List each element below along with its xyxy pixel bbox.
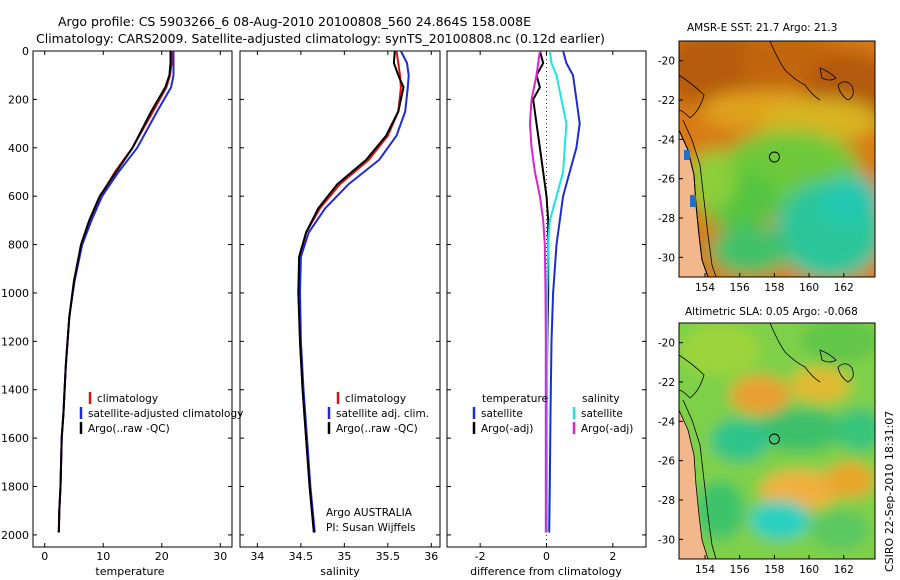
legend-label-sal-argo: Argo(-adj) [581,423,633,435]
x-tick-label: 35.5 [376,550,401,563]
x-tick-label: 162 [834,282,854,294]
y-tick-label: -26 [658,456,675,468]
x-tick-label: 20 [155,550,169,563]
legend-label-satellite-adj: satellite adj. clim. [336,408,429,420]
map-frame [678,40,876,278]
plot-frame [239,50,441,548]
sst-map [679,41,875,277]
y-tick-label: 1000 [1,287,29,300]
legend-label-satellite-adjusted: satellite-adjusted climatology [88,408,243,420]
y-tick-label: 800 [8,239,29,252]
y-tick-label: -20 [658,338,675,350]
x-tick-label: 162 [834,564,854,576]
x-tick-label: 34.5 [289,550,314,563]
sla-map [679,323,875,559]
sst-map-axes: 154 156 158 160 162 -20 -22 -24 -26 -28 -30 [658,40,876,294]
x-tick-label: 0 [543,550,550,563]
y-tick-label: -24 [658,134,675,146]
x-tick-label: 154 [695,282,715,294]
timestamp-stamp: CSIRO 22-Sep-2010 18:31:07 [883,411,896,572]
x-tick-label: 158 [764,282,784,294]
legend-label-sal-satellite: satellite [581,408,623,420]
difference-legend: temperature satellite Argo(-adj) salinit… [472,393,633,435]
x-tick-label: 34 [250,550,264,563]
x-tick-label: 160 [799,282,819,294]
y-tick-label: -22 [658,377,675,389]
x-tick-label: -2 [475,550,486,563]
y-tick-label: -24 [658,416,675,428]
plot-frame [32,50,233,548]
legend-title-temperature: temperature [482,393,548,405]
difference-panel: -2 0 2 difference from climatology [446,50,647,578]
y-tick-label: 600 [8,190,29,203]
legend-label-climatology: climatology [97,393,158,405]
temperature-panel: 0 200 400 600 800 1000 1200 1400 1600 1800 2000 0 10… [1,45,233,578]
salinity-panel: 34 34.5 35 35.5 36 salinity [239,50,441,578]
x-tick-label: 36 [424,550,438,563]
x-tick-label: 2 [609,550,616,563]
series-line-cyan [546,50,568,533]
x-tick-label: 156 [730,282,750,294]
x-tick-label: 0 [41,550,48,563]
y-tick-label: 1800 [1,481,29,494]
series-line-black [297,50,405,533]
sla-map-title: Altimetric SLA: 0.05 Argo: -0.068 [685,306,858,318]
annotation-pi: PI: Susan Wijffels [326,522,416,534]
y-tick-label: 400 [8,142,29,155]
series-line-blue [548,50,581,533]
x-tick-label: 158 [764,564,784,576]
x-tick-label: 10 [96,550,110,563]
x-tick-label: 156 [730,564,750,576]
y-tick-label: 1600 [1,432,29,445]
y-tick-label: 0 [22,45,29,58]
y-tick-label: 1400 [1,384,29,397]
header-line-2: Climatology: CARS2009. Satellite-adjuste… [36,31,605,46]
header-line-1: Argo profile: CS 5903266_6 08-Aug-2010 2… [58,14,531,29]
sla-map-axes: 154 156 158 160 162 -20 -22 -24 -26 -28 -30 [658,322,876,576]
argo-position-marker [768,151,780,163]
y-tick-label: 1200 [1,335,29,348]
x-tick-label: 35 [337,550,351,563]
legend-label-temp-satellite: satellite [481,408,523,420]
annotation-argo-australia: Argo AUSTRALIA [326,507,413,519]
y-tick-label: 2000 [1,529,29,542]
series-line-black [57,51,172,533]
map-frame [678,322,876,560]
y-tick-label: -30 [658,252,675,264]
y-tick-label: -20 [658,56,675,68]
sst-map-title: AMSR-E SST: 21.7 Argo: 21.3 [687,22,837,34]
temperature-legend: climatology satellite-adjusted climatolo… [79,392,243,435]
legend-label-argo: Argo(..raw -QC) [88,423,170,435]
x-tick-label: 154 [695,564,715,576]
y-tick-label: 200 [8,93,29,106]
x-tick-label: 160 [799,564,819,576]
y-tick-label: -22 [658,95,675,107]
x-axis-label: difference from climatology [470,565,622,578]
x-axis-label: salinity [320,565,360,578]
x-axis-label: temperature [95,565,164,578]
y-tick-label: -28 [658,213,675,225]
y-tick-label: -30 [658,534,675,546]
x-tick-label: 30 [213,550,227,563]
legend-label-temp-argo: Argo(-adj) [481,423,533,435]
argo-position-marker [768,433,780,445]
legend-label-argo: Argo(..raw -QC) [336,423,418,435]
legend-title-salinity: salinity [582,393,620,405]
y-tick-label: -26 [658,174,675,186]
legend-label-climatology: climatology [345,393,406,405]
salinity-legend: climatology satellite adj. clim. Argo(..… [326,392,429,534]
y-tick-label: -28 [658,495,675,507]
series-line-magenta [528,50,547,533]
